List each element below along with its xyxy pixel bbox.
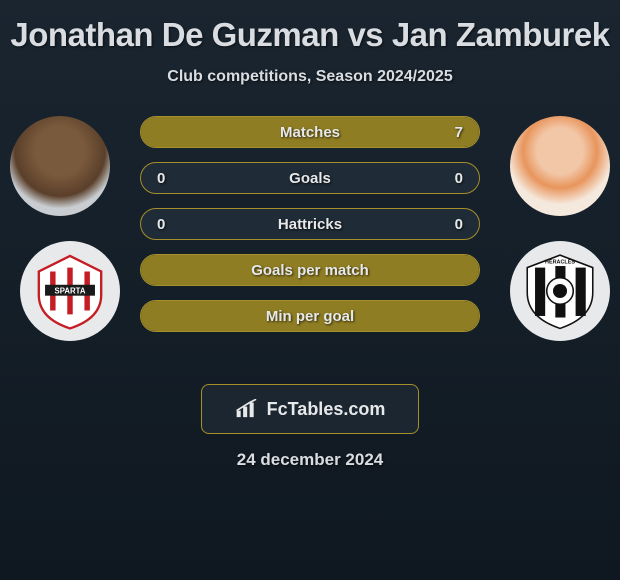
club-left-crest: SPARTA	[20, 241, 120, 341]
player-left-avatar	[10, 116, 110, 216]
chart-icon	[235, 399, 261, 419]
stat-row: Matches7	[140, 116, 480, 148]
stat-label: Matches	[187, 124, 433, 141]
date-text: 24 december 2024	[10, 450, 610, 470]
page-title: Jonathan De Guzman vs Jan Zamburek	[10, 16, 610, 54]
stat-right-value: 0	[433, 170, 463, 187]
stat-left-value: 0	[157, 170, 187, 187]
stat-row: Goals per match	[140, 254, 480, 286]
heracles-crest-icon: HERACLES	[521, 252, 599, 330]
stat-left-value: 0	[157, 216, 187, 233]
comparison-area: SPARTA HERACLES Matches70Goals00Hattrick…	[10, 116, 610, 376]
stats-list: Matches70Goals00Hattricks0Goals per matc…	[140, 116, 480, 346]
branding-box: FcTables.com	[201, 384, 419, 434]
sparta-crest-icon: SPARTA	[31, 252, 109, 330]
stat-row: 0Goals0	[140, 162, 480, 194]
stat-label: Hattricks	[187, 216, 433, 233]
stat-row: 0Hattricks0	[140, 208, 480, 240]
player-right-avatar	[510, 116, 610, 216]
subtitle: Club competitions, Season 2024/2025	[10, 68, 610, 86]
stat-label: Goals	[187, 170, 433, 187]
stat-label: Goals per match	[187, 262, 433, 279]
stat-right-value: 7	[433, 124, 463, 141]
svg-text:HERACLES: HERACLES	[545, 260, 575, 266]
svg-text:SPARTA: SPARTA	[55, 286, 86, 295]
stat-label: Min per goal	[187, 308, 433, 325]
club-right-crest: HERACLES	[510, 241, 610, 341]
stat-right-value: 0	[433, 216, 463, 233]
branding-text: FcTables.com	[267, 399, 386, 420]
stat-row: Min per goal	[140, 300, 480, 332]
